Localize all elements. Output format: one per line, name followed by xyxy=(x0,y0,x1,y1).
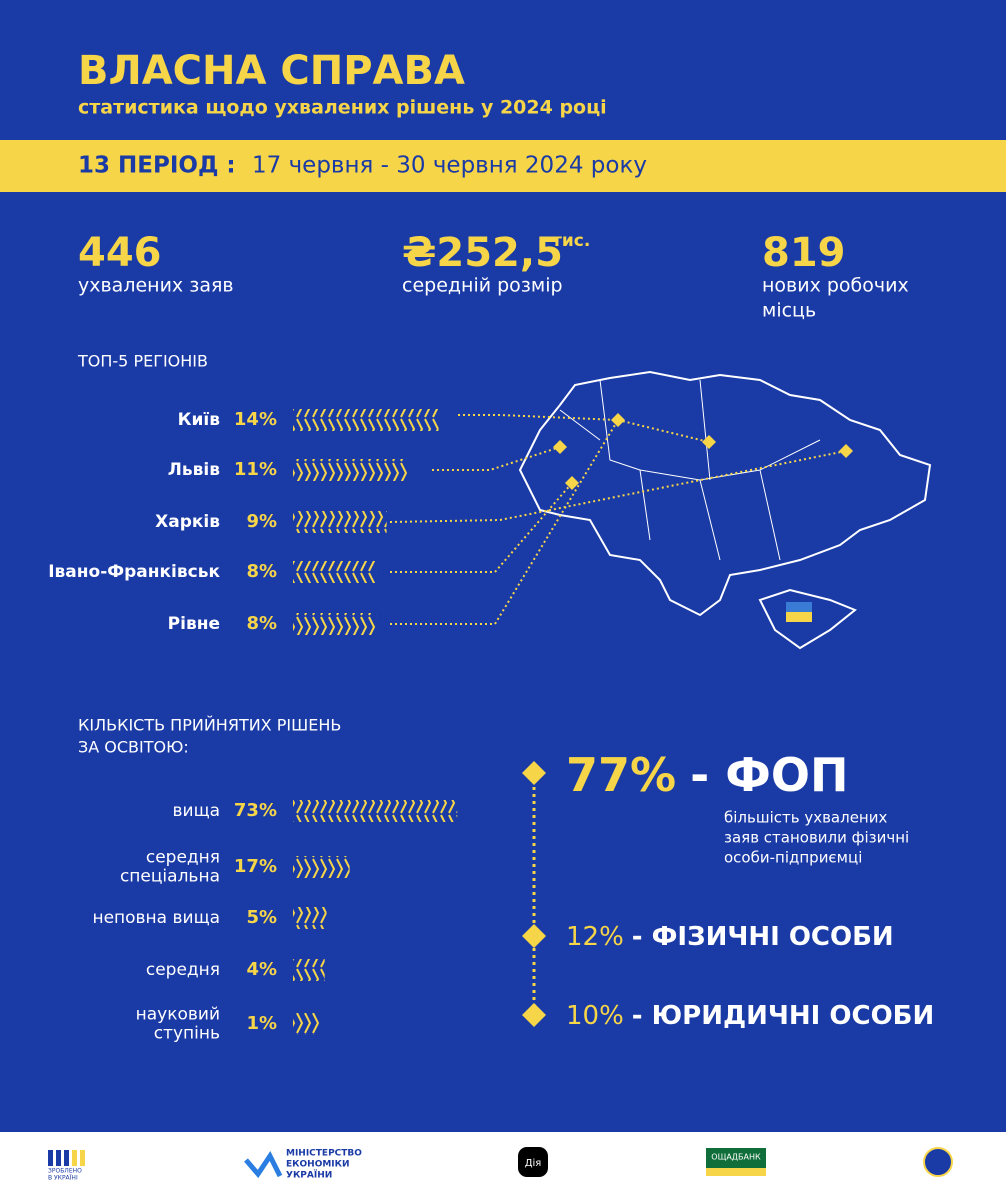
stat-value: 819 xyxy=(762,230,846,276)
education-percent: 5% xyxy=(246,907,277,928)
type-name: - ФОП xyxy=(690,748,848,802)
logo-text: МІНІСТЕРСТВО xyxy=(286,1149,362,1159)
period-dates: 17 червня - 30 червня 2024 року xyxy=(252,153,647,179)
chevron-bar xyxy=(293,1013,319,1035)
logo-made: ЗРОБЛЕНО В УКРАЇНІ xyxy=(48,1150,85,1182)
education-name: спеціальна xyxy=(120,867,220,887)
region-name: Київ xyxy=(178,410,221,430)
subtitle: статистика щодо ухвалених рішень у 2024 … xyxy=(78,97,607,119)
chevron-bar xyxy=(293,613,377,635)
chevron-bar xyxy=(293,459,408,481)
logo-bank xyxy=(706,1168,766,1176)
education-percent: 1% xyxy=(246,1013,277,1034)
region-percent: 9% xyxy=(246,511,277,532)
period-band xyxy=(0,140,1006,192)
stat-label: ухвалених заяв xyxy=(78,275,234,297)
stat-label: середній розмір xyxy=(402,275,563,297)
type-note: заяв становили фізичні xyxy=(724,829,909,847)
region-percent: 11% xyxy=(234,459,277,480)
logo-text: Дія xyxy=(525,1157,542,1169)
logo-text: В УКРАЇНІ xyxy=(48,1175,78,1182)
logo-diia xyxy=(518,1147,548,1177)
education-name: науковий xyxy=(136,1005,220,1025)
flag xyxy=(786,602,812,612)
type-line: 12% - ФІЗИЧНІ ОСОБИ xyxy=(566,922,894,952)
education-name: середня xyxy=(146,960,220,980)
logo-text: ЗРОБЛЕНО xyxy=(48,1168,82,1175)
map xyxy=(518,370,932,650)
stat-label: місць xyxy=(762,300,816,322)
chevron-bar xyxy=(293,800,458,822)
stat-unit: тис. xyxy=(552,231,590,251)
period-label: 13 ПЕРІОД : xyxy=(78,153,236,179)
region-percent: 14% xyxy=(234,409,277,430)
type-percent: 10% xyxy=(566,1001,624,1031)
title: ВЛАСНА СПРАВА xyxy=(78,48,465,94)
type-name: - ФІЗИЧНІ ОСОБИ xyxy=(632,922,894,952)
logo-text: ЕКОНОМІКИ xyxy=(286,1160,350,1170)
section-title: КІЛЬКІСТЬ ПРИЙНЯТИХ РІШЕНЬ xyxy=(78,716,341,735)
chevron-bar xyxy=(293,959,325,981)
logo-text: УКРАЇНИ xyxy=(286,1170,332,1181)
section-title: ЗА ОСВІТОЮ: xyxy=(78,738,189,757)
education-name: вища xyxy=(173,801,221,821)
logo-employment xyxy=(923,1147,953,1177)
stat-value: ₴252,5 xyxy=(402,230,563,276)
education-percent: 4% xyxy=(246,959,277,980)
region-name: Львів xyxy=(168,460,220,480)
footer xyxy=(0,1132,1006,1200)
chevron-bar xyxy=(293,511,387,533)
education-name: неповна вища xyxy=(92,908,220,928)
type-percent: 77% xyxy=(566,748,676,802)
type-line: 77% - ФОП xyxy=(566,748,848,802)
education-name: середня xyxy=(146,848,220,868)
region-name: Рівне xyxy=(168,614,220,634)
region-percent: 8% xyxy=(246,613,277,634)
stat-label: нових робочих xyxy=(762,275,909,297)
type-percent: 12% xyxy=(566,922,624,952)
map-points xyxy=(553,413,853,490)
timeline-points xyxy=(522,761,546,1027)
chevron-bar xyxy=(293,856,350,878)
logo-ministry: МІНІСТЕРСТВО ЕКОНОМІКИ УКРАЇНИ xyxy=(244,1149,362,1181)
education-percent: 17% xyxy=(234,856,277,877)
region-name: Івано-Франківськ xyxy=(48,562,220,582)
type-note: більшість ухвалених xyxy=(724,809,887,827)
type-name: - ЮРИДИЧНІ ОСОБИ xyxy=(632,1001,934,1031)
type-line: 10% - ЮРИДИЧНІ ОСОБИ xyxy=(566,1001,934,1031)
flag xyxy=(786,612,812,622)
region-name: Харків xyxy=(155,512,220,532)
education-percent: 73% xyxy=(234,800,277,821)
logo-text: ОЩАДБАНК xyxy=(711,1153,761,1162)
type-note: особи-підприємці xyxy=(724,849,862,867)
region-percent: 8% xyxy=(246,561,277,582)
stat-value: 446 xyxy=(78,230,162,276)
chevron-bar xyxy=(293,561,377,583)
education-name: ступінь xyxy=(154,1024,220,1044)
chevron-bar xyxy=(293,907,327,929)
section-title: ТОП-5 РЕГІОНІВ xyxy=(77,352,208,371)
connectors xyxy=(389,414,847,625)
chevron-bar xyxy=(293,409,439,431)
